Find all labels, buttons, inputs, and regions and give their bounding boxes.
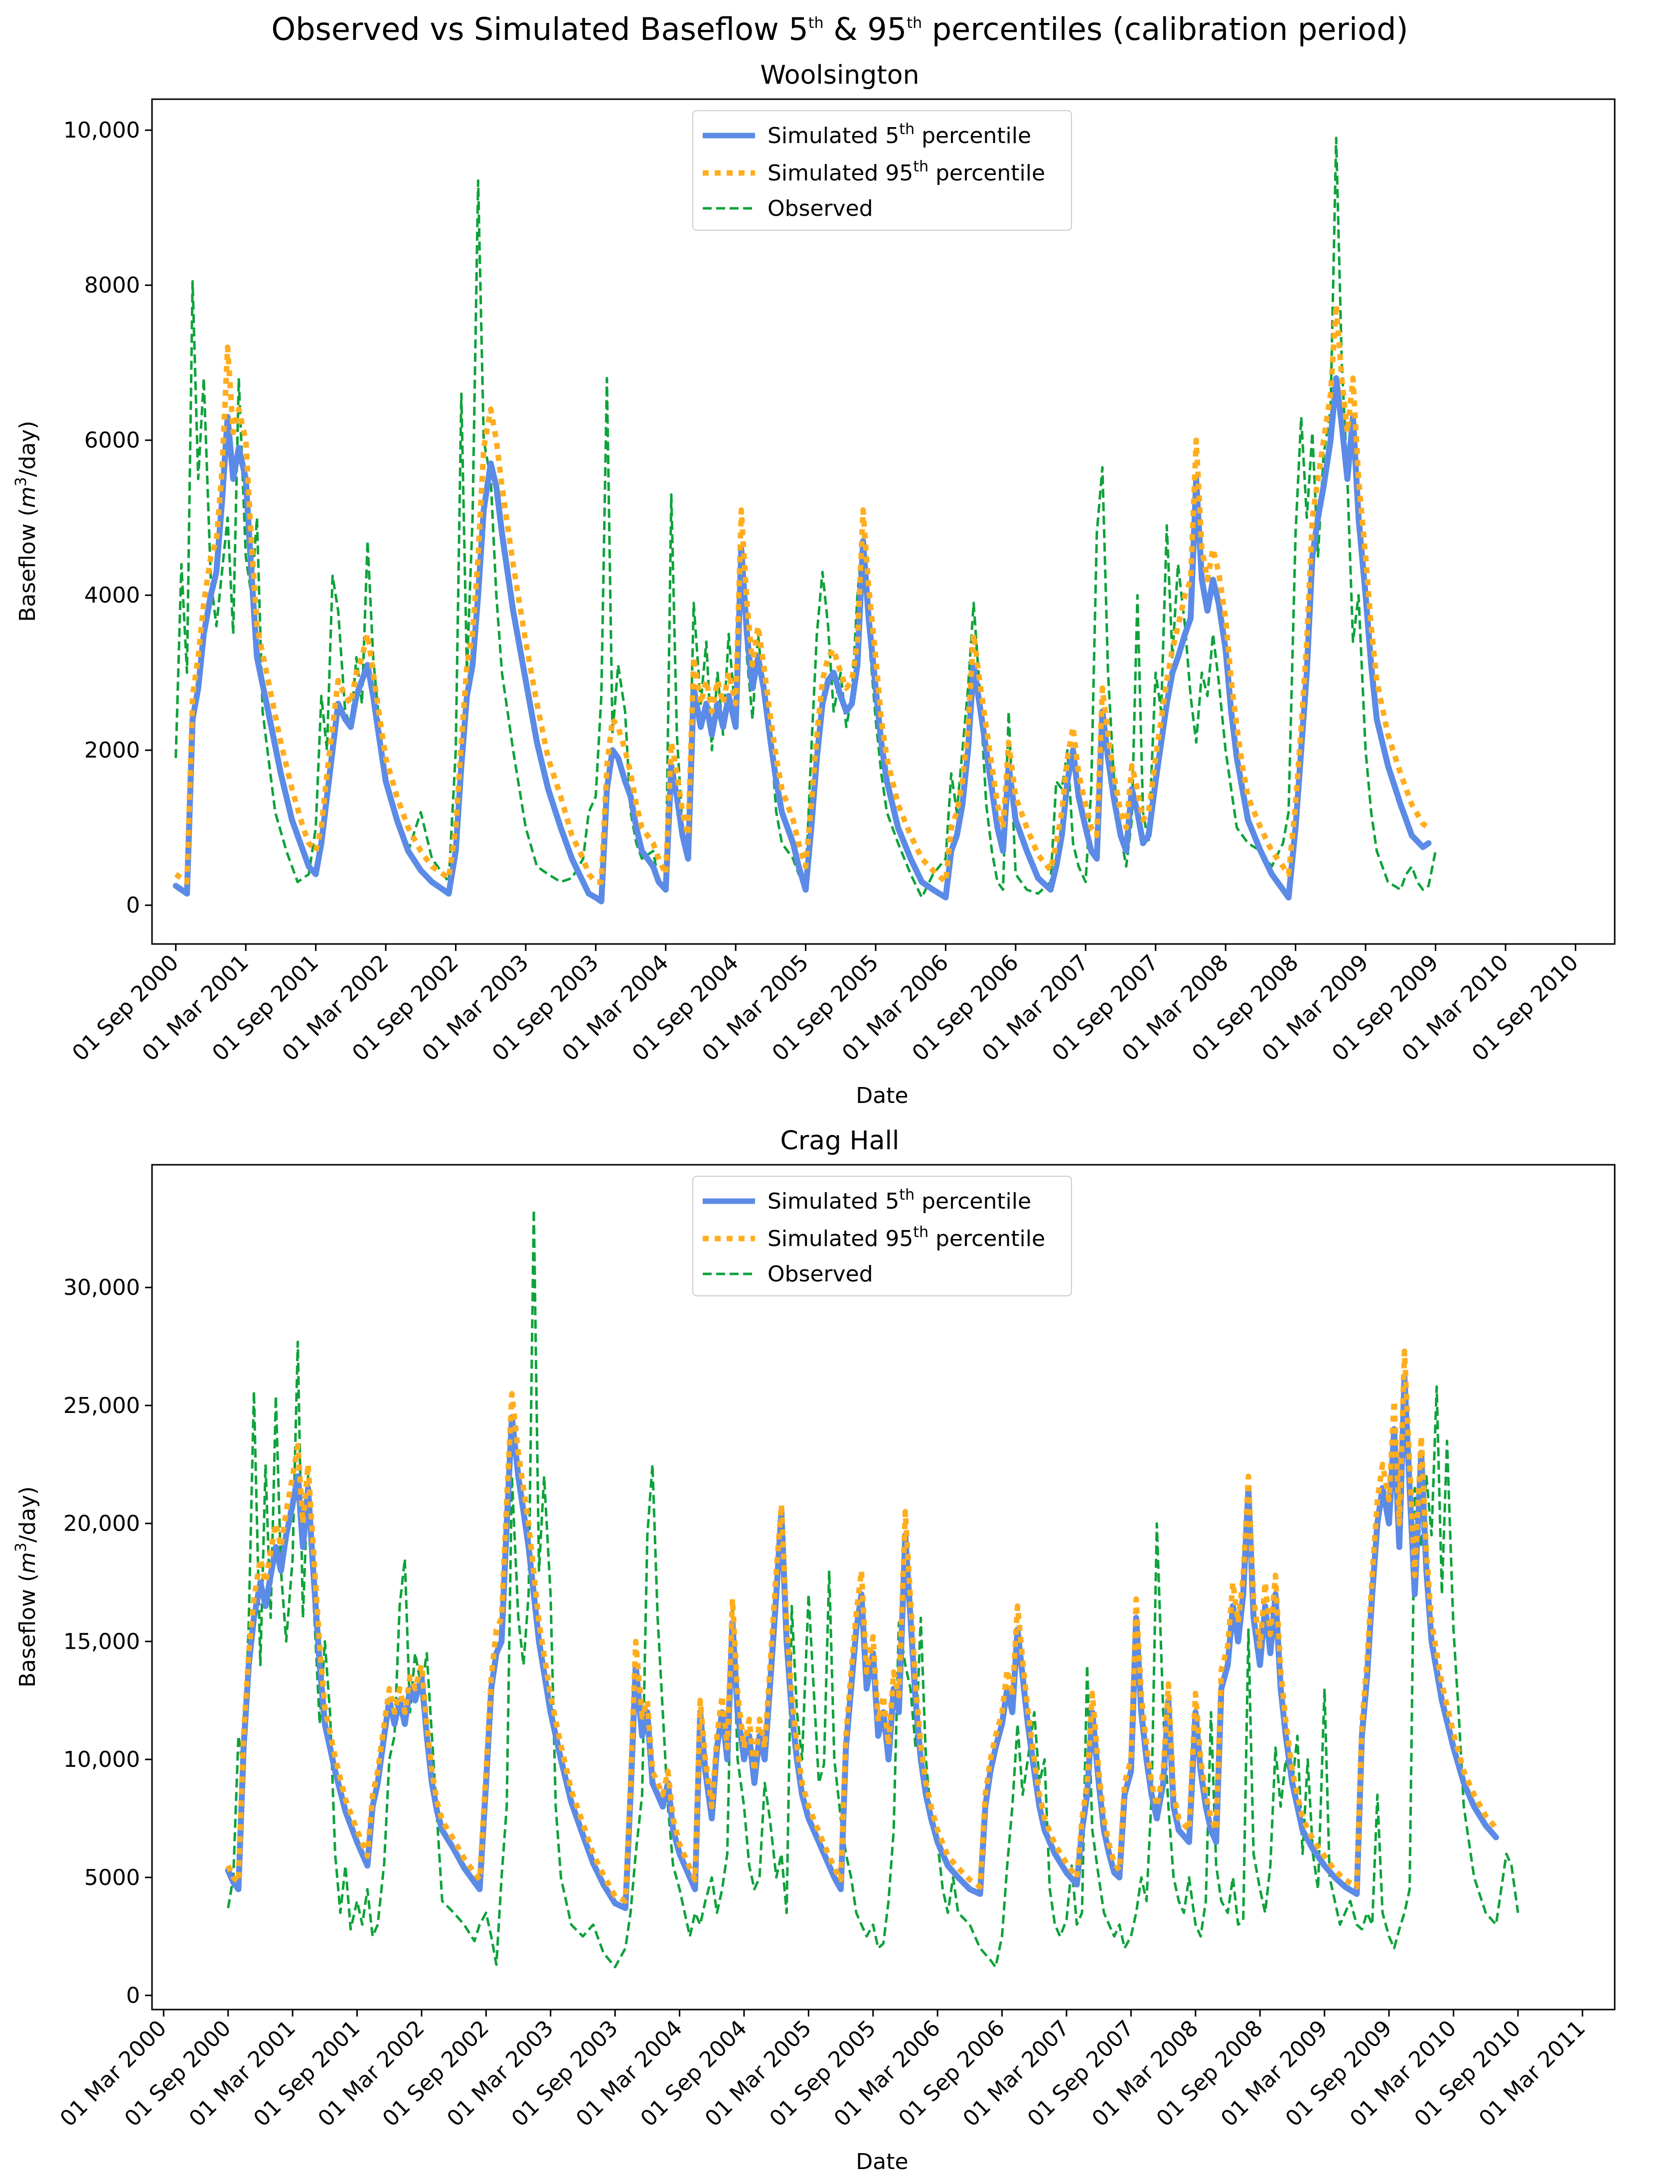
legend-label-sim95: Simulated 95th percentile	[767, 158, 1045, 186]
series-line-sim95	[174, 302, 1430, 885]
legend-box	[692, 1176, 1072, 1296]
figure-title: Observed vs Simulated Baseflow 5th & 95t…	[271, 11, 1408, 47]
x-axis-label: Date	[856, 1083, 908, 1108]
legend-label-sim5: Simulated 5th percentile	[767, 1186, 1031, 1214]
chart-title: Crag Hall	[780, 1126, 900, 1156]
y-tick-label: 8000	[84, 273, 140, 298]
series-line-sim95	[225, 1348, 1499, 1904]
x-axis-label: Date	[856, 2149, 908, 2175]
plot-frame	[151, 1164, 1616, 2011]
legend-box	[692, 110, 1072, 231]
legend: Simulated 5th percentile Simulated 95th …	[692, 1176, 1072, 1296]
y-tick-label: 10,000	[63, 118, 140, 143]
y-axis-label: Baseflow (m3/day)	[12, 1486, 40, 1688]
chart-panel-crag-hall: Crag Hall 0 5000 10,000 15,000 20,000 25,000 3…	[12, 1126, 1616, 2175]
series-line-observed	[227, 1208, 1520, 1969]
y-axis-label: Baseflow (m3/day)	[12, 421, 40, 622]
legend-label-sim5: Simulated 5th percentile	[767, 121, 1031, 149]
y-tick-label: 10,000	[63, 1747, 140, 1772]
legend-label-sim95: Simulated 95th percentile	[767, 1224, 1045, 1251]
series-line-observed	[174, 137, 1437, 899]
y-tick-label: 2000	[84, 738, 140, 763]
legend-label-observed: Observed	[767, 1261, 873, 1287]
y-tick-label: 20,000	[63, 1511, 140, 1537]
y-tick-label: 0	[126, 893, 140, 918]
y-tick-label: 0	[126, 1983, 140, 2009]
y-tick-label: 6000	[84, 428, 140, 453]
y-tick-label: 4000	[84, 583, 140, 608]
legend-label-observed: Observed	[767, 196, 873, 221]
chart-title: Woolsington	[760, 60, 919, 90]
legend: Simulated 5th percentile Simulated 95th …	[692, 110, 1072, 231]
y-tick-label: 5000	[84, 1865, 140, 1890]
y-tick-label: 30,000	[63, 1275, 140, 1300]
y-tick-label: 15,000	[63, 1629, 140, 1654]
y-tick-label: 25,000	[63, 1393, 140, 1418]
plot-frame	[151, 98, 1616, 945]
